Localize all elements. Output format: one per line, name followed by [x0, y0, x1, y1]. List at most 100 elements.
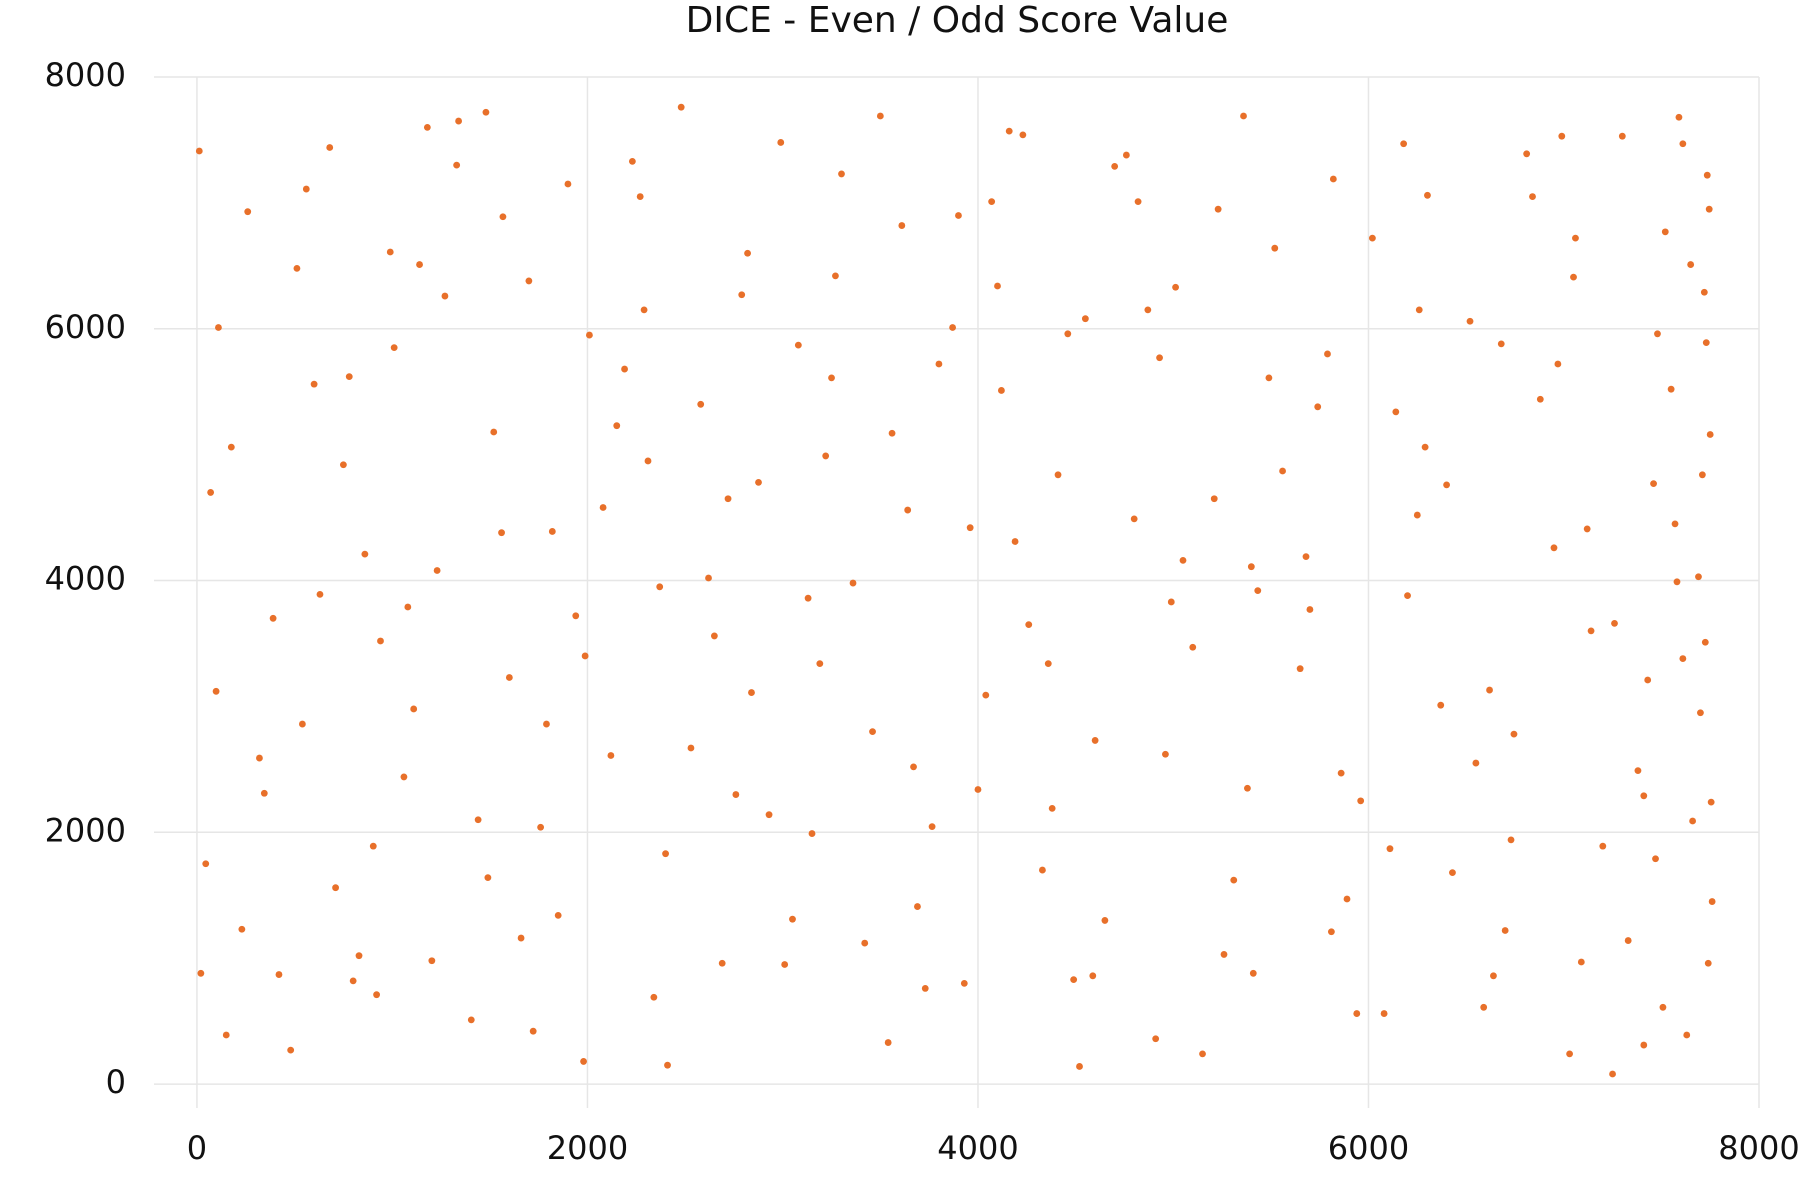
point: [377, 637, 384, 645]
point: [1634, 767, 1642, 775]
point: [1497, 340, 1505, 348]
point: [804, 594, 812, 602]
point: [1048, 804, 1056, 812]
point: [1609, 1070, 1616, 1078]
point: [517, 934, 525, 942]
point: [537, 823, 545, 831]
point: [898, 222, 906, 229]
point: [697, 400, 705, 408]
point: [789, 915, 796, 923]
point: [1679, 140, 1687, 148]
point: [1011, 538, 1019, 545]
point: [215, 324, 222, 331]
point: [1706, 431, 1714, 438]
point: [1704, 959, 1712, 967]
point: [1413, 511, 1421, 519]
point: [1466, 317, 1474, 325]
point: [966, 524, 974, 532]
point: [586, 331, 593, 339]
point: [861, 939, 869, 947]
point: [310, 380, 318, 388]
point: [1583, 525, 1591, 533]
point: [1566, 1050, 1574, 1058]
point: [1327, 928, 1335, 936]
point: [904, 506, 912, 514]
point: [484, 874, 492, 882]
point: [572, 612, 580, 620]
point: [1189, 643, 1197, 651]
point: [441, 292, 449, 300]
point: [222, 1031, 230, 1039]
point: [656, 583, 664, 591]
y-tick-label: 8000: [45, 56, 126, 94]
point: [298, 720, 306, 728]
point: [1550, 544, 1558, 552]
point: [474, 816, 482, 824]
point: [1302, 553, 1310, 561]
point: [1392, 408, 1400, 416]
point: [677, 103, 685, 111]
point: [828, 374, 835, 382]
point: [1025, 621, 1033, 629]
point: [197, 969, 205, 977]
point: [1701, 638, 1709, 646]
point: [662, 850, 669, 858]
point: [1659, 1003, 1667, 1011]
point: [1324, 350, 1331, 358]
point: [410, 705, 418, 713]
point: [998, 387, 1005, 394]
point: [1472, 759, 1480, 767]
point: [982, 691, 990, 699]
point: [428, 957, 436, 965]
point: [705, 574, 712, 582]
point: [1005, 127, 1013, 135]
point: [355, 952, 363, 960]
point: [1671, 520, 1679, 528]
point: [849, 579, 857, 587]
point: [650, 993, 658, 1001]
point: [1019, 131, 1027, 139]
point: [1490, 972, 1497, 980]
point: [1572, 234, 1579, 242]
point: [1400, 140, 1408, 148]
point: [390, 344, 398, 352]
y-tick-label: 2000: [45, 811, 126, 849]
point: [1523, 150, 1531, 158]
point: [1279, 467, 1286, 475]
point: [1152, 1035, 1160, 1043]
point: [1386, 845, 1394, 853]
point: [822, 452, 830, 460]
point: [838, 170, 845, 178]
point: [433, 567, 441, 574]
point: [1558, 132, 1566, 140]
point: [1357, 797, 1365, 805]
point: [1700, 288, 1708, 296]
point: [687, 744, 695, 752]
point: [777, 139, 785, 146]
point: [1689, 817, 1697, 825]
point: [1210, 495, 1218, 503]
point: [326, 144, 334, 151]
point: [710, 632, 718, 640]
point: [1230, 876, 1238, 884]
point: [832, 272, 839, 280]
point: [1240, 112, 1247, 120]
point: [1220, 951, 1228, 958]
point: [1661, 228, 1669, 236]
point: [467, 1016, 475, 1024]
point: [748, 689, 755, 696]
point: [1044, 660, 1052, 668]
point: [1449, 869, 1456, 876]
point: [914, 903, 921, 910]
point: [1536, 395, 1544, 403]
point: [1640, 792, 1648, 800]
point: [744, 249, 751, 257]
point: [490, 428, 498, 436]
point: [345, 373, 353, 381]
point: [1640, 1041, 1648, 1049]
point: [1510, 730, 1518, 738]
point: [227, 443, 235, 451]
point: [1070, 976, 1078, 983]
